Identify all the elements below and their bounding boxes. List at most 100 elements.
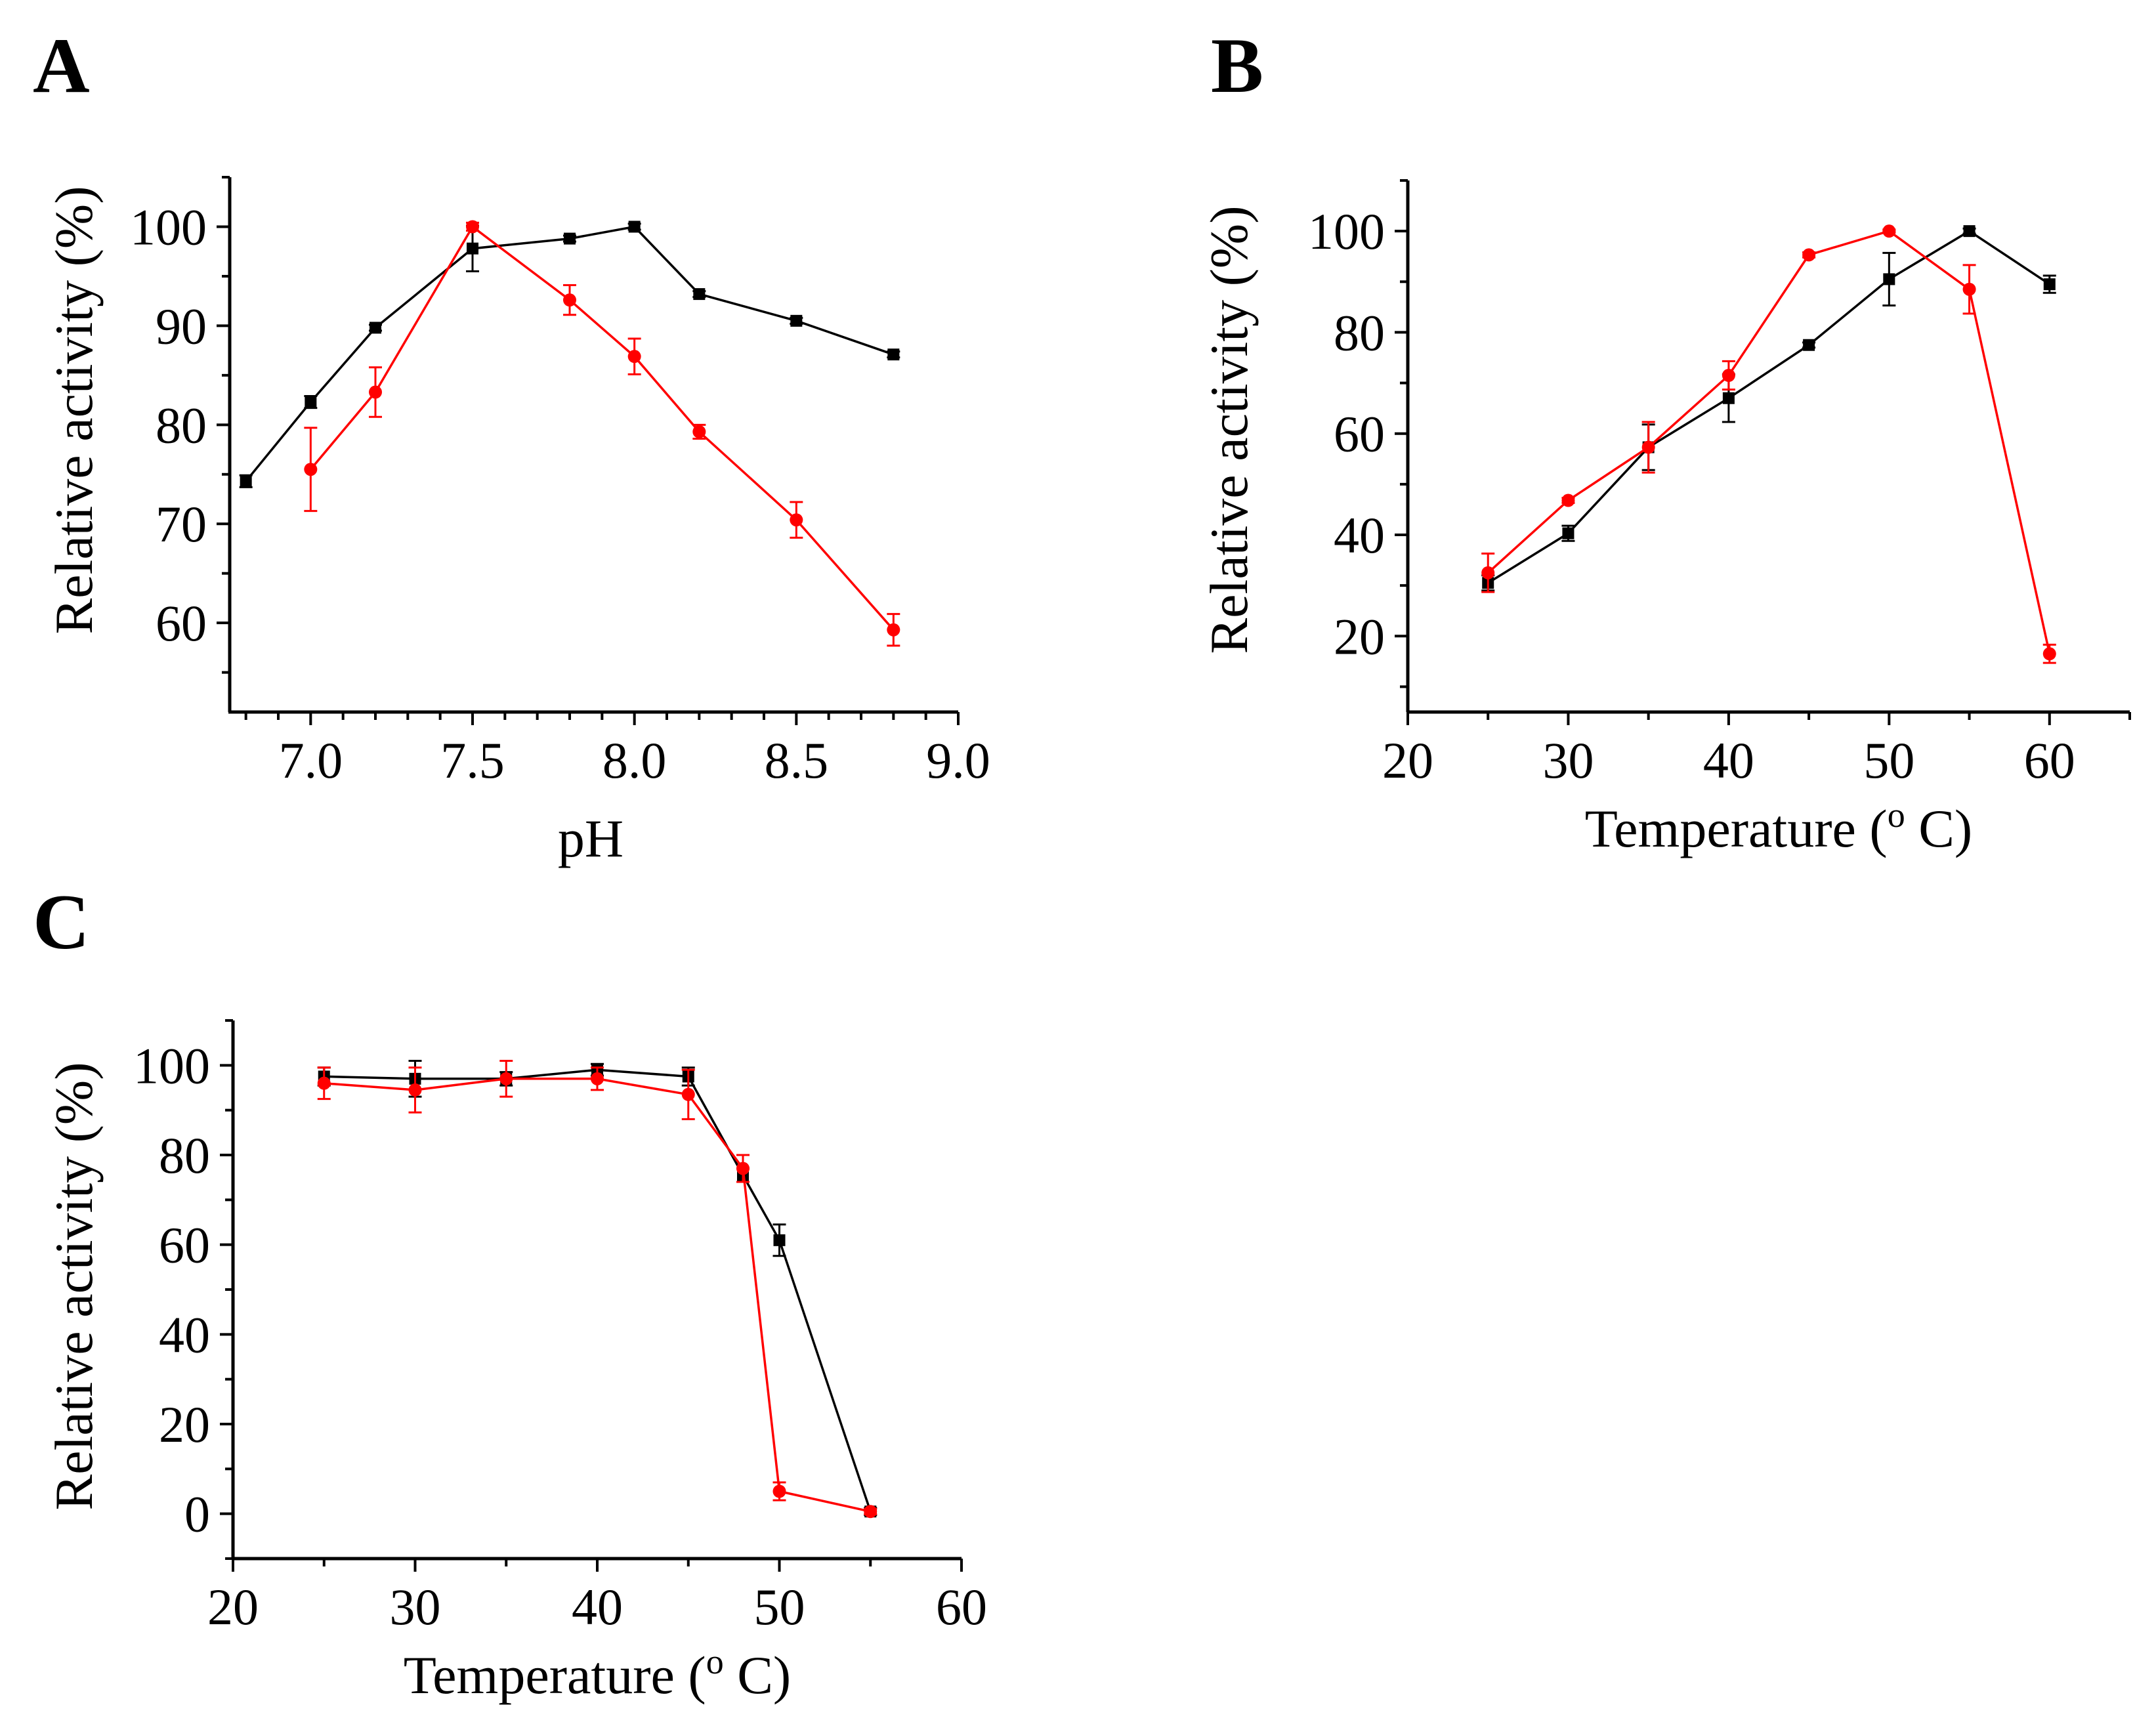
panel-a-x-tick-label: 9.0 — [926, 732, 990, 789]
panel-a-y-tick-label: 60 — [156, 595, 207, 652]
panel-b-y-tick-label: 100 — [1308, 203, 1385, 260]
panel-a-x-tick-label: 7.5 — [440, 732, 505, 789]
panel-c-x-tick-label: 60 — [936, 1578, 987, 1635]
panel-a-data-point — [563, 293, 576, 307]
panel-b-series-line — [1487, 230, 2051, 654]
panel-a: A 7.0 7.5 8.0 8.5 9.0 60 70 80 90 100 pH Relative… — [33, 22, 990, 868]
panel-b-x-axis-label: Temperature (o C) — [1585, 795, 1972, 858]
panel-a-data-point — [692, 425, 706, 438]
panel-a-y-axis-label: Relative activity (%) — [44, 186, 104, 634]
panel-a-data-point — [369, 385, 382, 399]
panel-a-data-point — [305, 396, 317, 408]
panel-a-y-tick-label: 90 — [156, 297, 207, 354]
panel-c-x-axis-label-sup: o — [706, 1642, 724, 1681]
panel-a-y-tick-label: 80 — [156, 396, 207, 453]
panel-a-data-point — [304, 463, 318, 476]
panel-c-data-point — [736, 1162, 750, 1175]
panel-b-x-tick-label: 20 — [1382, 732, 1433, 789]
panel-a-series-line — [309, 224, 895, 631]
panel-c-x-tick-label: 40 — [572, 1578, 623, 1635]
panel-c-x-tick-label: 50 — [754, 1578, 805, 1635]
panel-b-x-axis-label-tail: C) — [1905, 799, 1973, 858]
panel-b-y-axis-label: Relative activity (%) — [1199, 205, 1259, 654]
panel-c-data-point — [864, 1505, 877, 1519]
panel-a-x-tick-label: 8.5 — [765, 732, 829, 789]
panel-c-data-point — [681, 1087, 695, 1101]
panel-b-x-tick-label: 30 — [1542, 732, 1594, 789]
panel-c-y-tick-label: 0 — [184, 1486, 210, 1543]
panel-a-data-point — [627, 350, 641, 364]
panel-c-x-axis-label-main: Temperature ( — [404, 1645, 706, 1705]
panel-a-data-point — [370, 322, 381, 334]
panel-a-data-point — [887, 623, 900, 637]
panel-b-y-tick-label: 40 — [1334, 507, 1385, 564]
panel-c-data-point — [773, 1234, 786, 1246]
panel-b-y-tick-label: 60 — [1334, 406, 1385, 463]
panel-c-y-tick-label: 40 — [159, 1306, 210, 1363]
panel-c-data-point — [591, 1072, 604, 1085]
panel-a-series-black — [239, 220, 900, 488]
panel-c-y-axis-label: Relative activity (%) — [44, 1062, 104, 1510]
panel-a-letter: A — [33, 22, 90, 109]
panel-a-data-point — [790, 314, 803, 327]
panel-a-x-tick-label: 7.0 — [279, 732, 343, 789]
panel-a-series-line — [245, 225, 894, 482]
panel-b-x-tick-label: 40 — [1703, 732, 1754, 789]
panel-c-series-red — [317, 1060, 877, 1519]
panel-a-x-tick-label: 8.0 — [602, 732, 667, 789]
panel-b-x-axis-label-main: Temperature ( — [1585, 799, 1888, 858]
panel-a-data-point — [466, 220, 479, 234]
panel-b-data-point — [1963, 225, 1976, 238]
panel-c-data-point — [408, 1083, 422, 1097]
panel-c-x-tick-label: 30 — [390, 1578, 441, 1635]
panel-a-y-tick-label: 100 — [130, 198, 207, 255]
panel-b-series-black — [1481, 225, 2056, 592]
panel-b-series-line — [1487, 230, 2050, 584]
panel-b-data-point — [1962, 282, 1976, 296]
panel-a-data-point — [887, 348, 900, 361]
panel-b-y-tick-label: 80 — [1334, 304, 1385, 361]
panel-c-data-point — [772, 1484, 786, 1498]
panel-c-y-tick-label: 60 — [159, 1217, 210, 1274]
panel-c-y-tick-label: 20 — [159, 1396, 210, 1453]
panel-c-series-black — [317, 1060, 877, 1518]
panel-b-data-point — [1883, 273, 1895, 285]
panel-b: B 20 30 40 50 60 20 40 60 80 100 Temperature (o C… — [1199, 22, 2131, 858]
panel-b-data-point — [1561, 494, 1575, 507]
panel-b-data-point — [1562, 527, 1575, 539]
panel-b-data-point — [1882, 224, 1896, 238]
plot-b: 20 30 40 50 60 20 40 60 80 100 — [1308, 179, 2131, 789]
panel-b-data-point — [1481, 566, 1495, 579]
panel-b-data-point — [1722, 369, 1735, 382]
panel-c-series-line — [324, 1078, 871, 1513]
panel-a-x-axis-label: pH — [558, 808, 624, 868]
panel-a-data-point — [790, 513, 803, 527]
panel-a-y-tick-label: 70 — [156, 495, 207, 553]
panel-c: C 20 30 40 50 60 0 20 40 60 80 100 Temperature (o … — [33, 878, 987, 1705]
panel-c-y-tick-label: 100 — [133, 1037, 210, 1094]
panel-b-data-point — [2043, 278, 2056, 291]
panel-b-data-point — [1803, 339, 1815, 351]
panel-c-x-axis-label: Temperature (o C) — [404, 1642, 791, 1705]
panel-c-data-point — [317, 1076, 331, 1090]
panel-b-data-point — [1722, 392, 1735, 404]
panel-a-data-point — [467, 242, 478, 255]
panel-c-x-axis-label-tail: C) — [724, 1645, 792, 1705]
panel-b-data-point — [2042, 647, 2056, 661]
panel-c-series-line — [324, 1068, 872, 1512]
panel-a-data-point — [564, 232, 576, 245]
plot-a: 7.0 7.5 8.0 8.5 9.0 60 70 80 90 100 — [130, 176, 990, 789]
panel-b-x-tick-label: 50 — [1863, 732, 1914, 789]
panel-c-data-point — [499, 1072, 513, 1085]
panel-b-data-point — [1641, 440, 1655, 454]
plot-c: 20 30 40 50 60 0 20 40 60 80 100 — [133, 1019, 987, 1635]
panel-c-y-tick-label: 80 — [159, 1127, 210, 1184]
panel-a-series-red — [304, 220, 900, 647]
panel-b-data-point — [1802, 248, 1816, 262]
panel-c-x-tick-label: 20 — [207, 1578, 259, 1635]
panel-b-x-tick-label: 60 — [2024, 732, 2075, 789]
panel-a-data-point — [628, 220, 641, 233]
panel-a-data-point — [693, 288, 706, 301]
panel-b-x-axis-label-sup: o — [1888, 795, 1905, 835]
